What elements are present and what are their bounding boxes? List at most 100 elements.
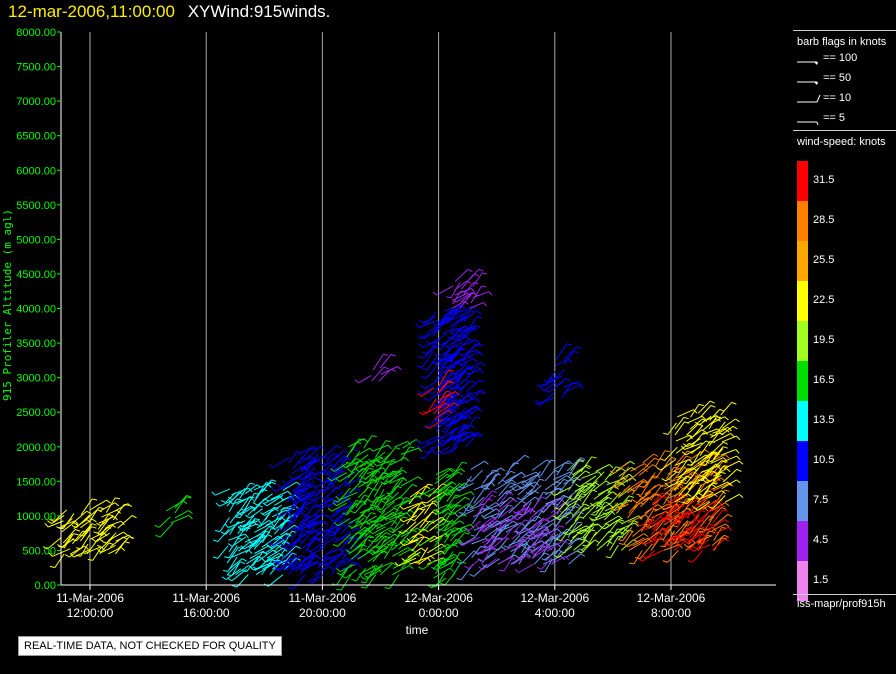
wind-barb	[563, 351, 575, 365]
wind-barb	[452, 431, 464, 448]
wind-barb	[439, 385, 457, 397]
wind-barb	[438, 553, 455, 566]
wind-barb-flag	[461, 561, 467, 564]
wind-barb-flag	[467, 292, 472, 297]
wind-barb	[117, 515, 133, 529]
wind-barb-flag	[437, 322, 443, 326]
wind-barb	[500, 506, 514, 517]
wind-barb-flag	[480, 369, 485, 374]
wind-barb	[617, 488, 631, 499]
wind-barb-flag	[481, 285, 487, 288]
wind-barb	[607, 482, 622, 490]
wind-barb	[667, 422, 677, 435]
wind-barb	[61, 538, 75, 548]
wind-barb-flag	[724, 416, 729, 421]
wind-barb	[503, 557, 513, 572]
wind-barb	[244, 484, 258, 495]
wind-barb-flag	[154, 524, 160, 528]
barb-sample-icon	[797, 81, 818, 85]
wind-barb-flag	[386, 492, 392, 495]
wind-barb-flag	[724, 534, 729, 538]
wind-barb-flag	[535, 402, 541, 406]
wind-barb-flag	[252, 566, 258, 570]
wind-barb	[359, 512, 372, 529]
wind-barb-flag	[699, 527, 705, 531]
wind-barb-flag	[351, 461, 356, 465]
wind-barb	[516, 507, 534, 521]
wind-barb	[713, 537, 723, 551]
wind-barb	[568, 497, 582, 507]
wind-barb	[438, 349, 452, 358]
wind-barb	[654, 516, 669, 525]
wind-barb-flag	[667, 516, 673, 520]
wind-barb-flag	[684, 527, 690, 530]
wind-barb-flag	[315, 504, 321, 508]
wind-barb	[545, 548, 557, 561]
wind-barb-flag	[490, 515, 496, 519]
wind-barb	[320, 484, 335, 493]
wind-barb	[61, 520, 75, 527]
wind-barb-flag	[419, 528, 425, 532]
barb-sample-icon	[797, 121, 819, 126]
wind-barb-flag	[630, 460, 635, 465]
wind-barb	[547, 510, 560, 520]
wind-barb	[721, 435, 737, 443]
wind-barb	[685, 446, 701, 456]
wind-barb	[51, 514, 65, 525]
wind-barb	[301, 447, 311, 460]
wind-barb	[466, 343, 480, 354]
wind-barb-flag	[416, 365, 423, 368]
wind-barb-flag	[691, 512, 696, 517]
wind-barb	[643, 508, 655, 526]
colorbar-swatch	[797, 361, 808, 401]
wind-barb	[496, 490, 508, 502]
wind-barb	[472, 272, 483, 287]
wind-barb	[700, 463, 717, 478]
wind-barb-flag	[273, 506, 279, 509]
wind-barb	[397, 509, 411, 519]
wind-barb	[674, 417, 685, 430]
wind-barb-flag	[454, 486, 460, 491]
wind-barb-flag	[155, 534, 161, 538]
wind-barb	[439, 487, 455, 500]
wind-barb	[83, 524, 93, 537]
wind-barb-flag	[71, 525, 77, 529]
wind-barb	[472, 507, 491, 518]
wind-barb	[639, 543, 653, 560]
wind-barb	[376, 519, 394, 530]
wind-barb-flag	[432, 450, 437, 455]
wind-barb	[409, 485, 426, 498]
wind-barb	[405, 551, 421, 562]
wind-barb	[374, 532, 387, 543]
wind-barb	[540, 459, 552, 477]
wind-barb-flag	[704, 449, 710, 454]
wind-barb	[341, 564, 352, 576]
wind-barb	[424, 327, 441, 339]
wind-barb-flag	[336, 588, 342, 591]
wind-barb-flag	[288, 475, 294, 480]
wind-barb-flag	[413, 561, 419, 564]
wind-barb	[471, 469, 483, 482]
wind-barb-flag	[235, 516, 241, 519]
wind-barb-flag	[352, 448, 358, 452]
wind-barb-flag	[250, 544, 256, 547]
wind-barb-flag	[91, 538, 97, 542]
wind-barb-flag	[445, 360, 451, 363]
wind-barb	[470, 285, 482, 304]
wind-barb	[253, 483, 268, 491]
wind-barb-flag	[724, 538, 729, 542]
wind-barb-flag	[459, 520, 465, 525]
wind-barb	[434, 418, 447, 428]
wind-barb	[219, 517, 230, 532]
wind-barb-flag	[369, 535, 375, 539]
wind-barb-flag	[466, 478, 472, 482]
wind-barb	[217, 545, 229, 559]
wind-barb-flag	[455, 334, 461, 338]
wind-barb-flag	[441, 516, 446, 521]
wind-barb	[434, 529, 451, 543]
quality-note: REAL-TIME DATA, NOT CHECKED FOR QUALITY	[18, 636, 282, 656]
wind-barb-flag	[568, 460, 573, 465]
wind-barb	[380, 511, 394, 522]
wind-barb	[392, 547, 409, 557]
wind-barb	[616, 473, 630, 483]
